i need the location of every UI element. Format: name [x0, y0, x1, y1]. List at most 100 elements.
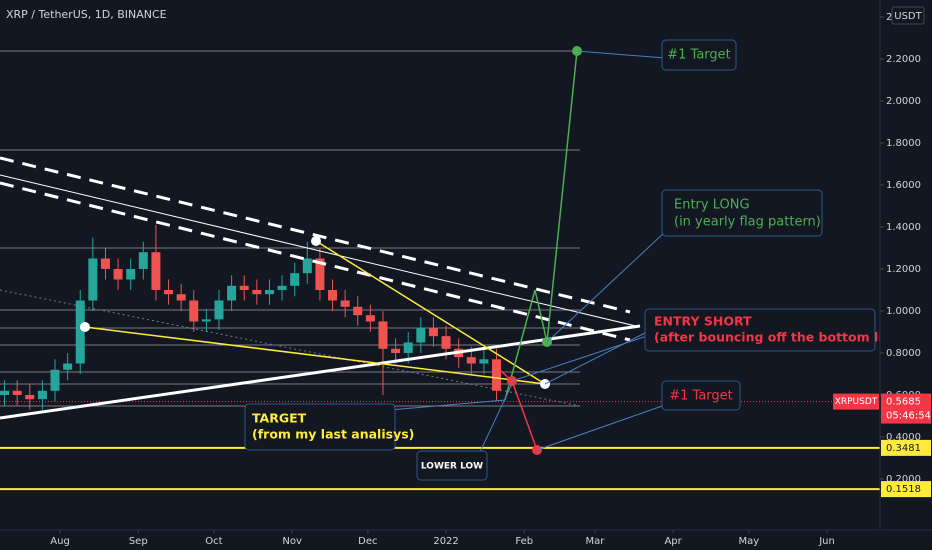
price-tag-label: 0.1518 — [886, 484, 921, 495]
candle-body — [214, 300, 224, 320]
candle-body — [138, 252, 148, 269]
triangle-bottom — [84, 326, 546, 385]
price-tag — [881, 439, 931, 456]
axes: 0.20000.40000.60000.80001.00001.20001.40… — [50, 12, 931, 547]
callout-text: TARGET — [252, 411, 307, 426]
candle-body — [365, 315, 375, 322]
connector — [511, 335, 648, 382]
candle-body — [391, 348, 401, 353]
dotted-trend — [0, 289, 581, 407]
callout-text: Entry LONG — [674, 198, 750, 213]
y-tick-label: 0.4000 — [886, 432, 921, 443]
countdown-label: 05:46:54 — [886, 411, 931, 422]
pivot-dot — [80, 322, 90, 332]
candle-body — [466, 357, 476, 364]
callout-entry-short: ENTRY SHORT (after bouncing off the bott… — [644, 308, 906, 352]
y-tick-label: 1.8000 — [886, 138, 921, 149]
candle-body — [264, 289, 274, 295]
candle-body — [227, 285, 237, 301]
symbol-title: XRP / TetherUS, 1D, BINANCE — [6, 8, 167, 21]
x-tick-label: Jun — [818, 536, 835, 547]
callout-text: #1 Target — [669, 389, 733, 404]
last-price-label: 0.5685 — [886, 397, 921, 408]
connectors — [389, 50, 666, 453]
callout-target-up: #1 Target — [661, 39, 737, 71]
candle-body — [63, 363, 73, 370]
callout-entry-long: Entry LONG (in yearly flag pattern) — [661, 189, 823, 237]
connector — [546, 231, 666, 343]
callout-text: (from my last analisys) — [252, 427, 414, 442]
currency-badge — [891, 6, 925, 25]
candle-body — [315, 258, 325, 290]
long-path — [504, 50, 578, 401]
connector — [479, 383, 513, 453]
flag-upper-dashed — [0, 156, 631, 314]
support-line — [0, 324, 641, 420]
callout-text: (after bouncing off the bottom line) — [654, 330, 906, 345]
candle-body — [277, 285, 287, 290]
callout-target-down: #1 Target — [661, 380, 741, 411]
callout-text: ENTRY SHORT — [654, 314, 752, 329]
candle-body — [0, 390, 10, 395]
candle-body — [50, 369, 60, 391]
callout-box — [661, 380, 741, 411]
x-tick-label: Sep — [129, 536, 148, 547]
candle-body — [302, 258, 312, 274]
resistance-line — [0, 174, 641, 328]
candle-body — [428, 327, 438, 337]
x-tick-label: Mar — [585, 536, 605, 547]
candle-body — [176, 294, 186, 301]
candle-body — [189, 300, 199, 322]
short-entry-dot — [507, 376, 517, 386]
x-tick-label: Apr — [664, 536, 682, 547]
callout-box — [661, 189, 823, 237]
flag-lower-dashed — [0, 181, 631, 342]
drawings: #1 Target Entry LONG (in yearly flag pat… — [0, 39, 906, 481]
candle-body — [75, 300, 85, 364]
price-tag-label: 0.3481 — [886, 443, 921, 454]
y-tick-label: 2.0000 — [886, 96, 921, 107]
callout-box — [661, 39, 737, 71]
pivot-dot — [311, 236, 321, 246]
candle-body — [328, 289, 338, 301]
candle-body — [88, 258, 98, 301]
candle-body — [151, 252, 161, 290]
candle-body — [12, 390, 22, 395]
connector — [544, 331, 648, 385]
x-tick-label: Feb — [515, 536, 533, 547]
callout-text: #1 Target — [667, 48, 731, 63]
callout-lower-low: LOWER LOW — [416, 450, 488, 481]
x-tick-label: Aug — [50, 536, 70, 547]
candle-body — [378, 321, 388, 349]
callout-box — [644, 308, 876, 352]
candle-body — [479, 359, 489, 364]
candle-body — [353, 306, 363, 316]
callout-box — [244, 403, 396, 451]
candle-body — [340, 300, 350, 307]
candle-body — [403, 342, 413, 353]
y-tick-label: 1.6000 — [886, 180, 921, 191]
connector — [389, 399, 506, 411]
horizontal-levels — [0, 50, 580, 407]
symbol-tag — [833, 393, 879, 410]
candle-body — [37, 390, 47, 400]
candle-body — [252, 289, 262, 295]
candle-body — [239, 285, 249, 290]
last-price-tag — [881, 393, 931, 424]
currency-label: USDT — [894, 11, 922, 22]
candle-body — [492, 359, 502, 391]
candle-body — [290, 273, 300, 286]
y-tick-label: 2.2000 — [886, 54, 921, 65]
callout-text: (in yearly flag pattern) — [674, 215, 821, 230]
x-tick-label: Nov — [282, 536, 302, 547]
y-tick-label: 2 — [886, 12, 892, 23]
candle-body — [100, 258, 110, 269]
price-tag — [881, 481, 931, 498]
symbol-tag-label: XRPUSDT — [835, 397, 878, 407]
candle-body — [441, 336, 451, 349]
y-tick-label: 1.4000 — [886, 222, 921, 233]
candle-body — [113, 268, 123, 280]
x-tick-label: Oct — [205, 536, 222, 547]
callout-target-last: TARGET (from my last analisys) — [244, 403, 414, 451]
